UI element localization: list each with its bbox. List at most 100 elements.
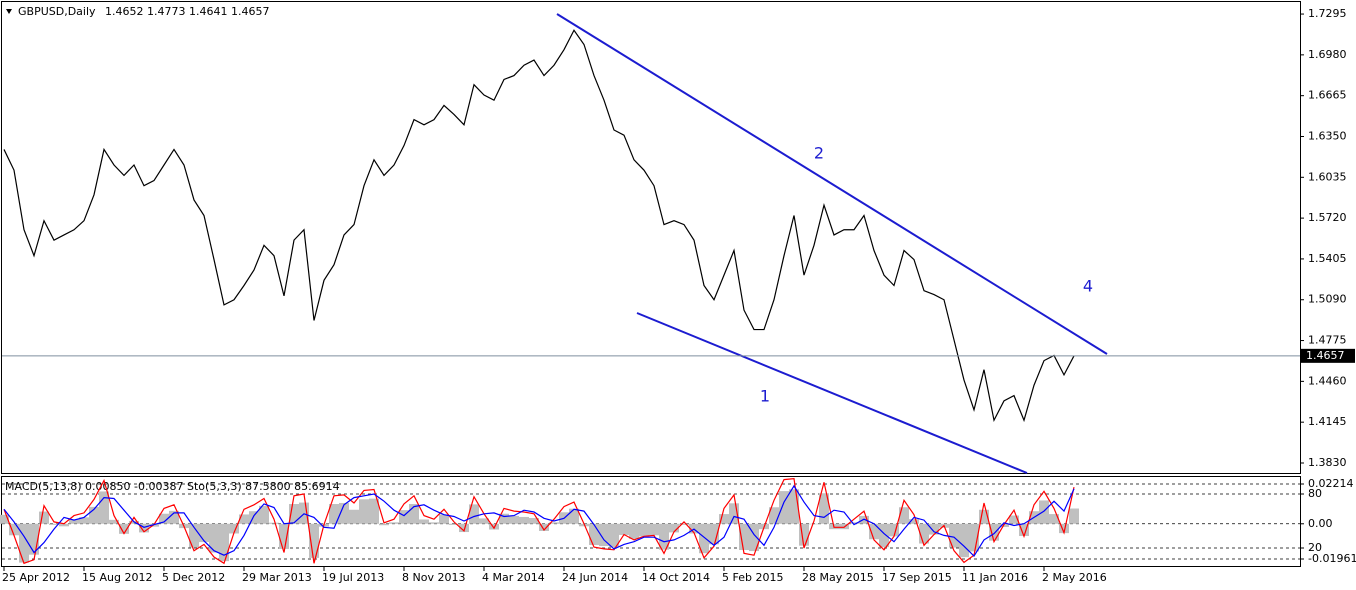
macd-bar <box>499 513 509 524</box>
macd-bar <box>1069 508 1079 524</box>
y-tick-label: 1.6035 <box>1308 170 1347 183</box>
x-tick-label: 28 May 2015 <box>802 571 874 584</box>
macd-bar <box>919 523 929 544</box>
macd-bar <box>1049 514 1059 524</box>
x-tick-label: 19 Jul 2013 <box>322 571 384 584</box>
macd-bar <box>69 519 79 524</box>
macd-bar <box>819 493 829 524</box>
annotation: 4 <box>1083 277 1093 296</box>
macd-bar <box>229 523 239 534</box>
macd-bar <box>529 518 539 524</box>
macd-bar <box>909 519 919 524</box>
macd-bar <box>779 491 789 524</box>
macd-bar <box>649 523 659 536</box>
ohlc: 1.4641 <box>189 5 228 18</box>
x-tick-label: 29 Mar 2013 <box>242 571 312 584</box>
macd-bar <box>49 523 59 525</box>
y-tick-label: 0.00 <box>1308 517 1333 530</box>
x-tick-label: 25 Apr 2012 <box>2 571 70 584</box>
macd-bar <box>39 511 49 524</box>
macd-bar <box>1009 515 1019 524</box>
macd-bar <box>929 523 939 535</box>
macd-bar <box>869 523 879 540</box>
annotation: 2 <box>814 144 824 163</box>
macd-bar <box>389 522 399 524</box>
indicator-value: -0.00387 <box>134 480 183 493</box>
macd-bar <box>719 514 729 524</box>
macd-bar <box>199 523 209 543</box>
macd-bar <box>99 491 109 524</box>
oscillator-line <box>3 478 1075 565</box>
y-tick-label: 1.5405 <box>1308 252 1347 265</box>
macd-bar <box>489 523 499 530</box>
macd-bar <box>789 489 799 524</box>
chart-header: GBPUSD,Daily 1.4652 1.4773 1.4641 1.4657 <box>18 5 270 18</box>
macd-bar <box>469 504 479 524</box>
macd-bar <box>509 515 519 524</box>
y-tick-label: 1.7295 <box>1308 7 1347 20</box>
macd-bar <box>809 523 819 525</box>
macd-bar <box>639 523 649 537</box>
macd-bar <box>439 514 449 524</box>
macd-bar <box>79 517 89 524</box>
macd-bar <box>429 522 439 524</box>
indicator-value: 87.5800 <box>245 480 291 493</box>
macd-bar <box>879 523 889 548</box>
y-tick-label: 1.6665 <box>1308 89 1347 102</box>
y-tick-label: 80 <box>1308 487 1322 500</box>
macd-bar <box>339 502 349 524</box>
x-tick-label: 4 Mar 2014 <box>482 571 545 584</box>
macd-bar <box>549 522 559 524</box>
macd-bar <box>899 507 909 524</box>
macd-bar <box>189 523 199 548</box>
macd-bar <box>699 523 709 554</box>
macd-bar <box>119 523 129 534</box>
macd-bar <box>889 523 899 537</box>
macd-bar <box>349 509 359 524</box>
indicator-header: MACD(5,13,8) 0.00850 -0.00387 Sto(5,3,3)… <box>5 480 340 493</box>
macd-bar <box>419 519 429 524</box>
macd-bar <box>669 523 679 533</box>
macd-bar <box>139 523 149 533</box>
macd-bar <box>219 523 229 562</box>
x-tick-label: 5 Feb 2015 <box>722 571 783 584</box>
macd-bar <box>959 523 969 558</box>
macd-bar <box>479 518 489 524</box>
y-tick-label: 1.4460 <box>1308 374 1347 387</box>
macd-bar <box>619 523 629 535</box>
macd-bar <box>459 523 469 533</box>
x-tick-label: 15 Aug 2012 <box>82 571 152 584</box>
macd-bar <box>969 523 979 552</box>
macd-bar <box>949 523 959 548</box>
x-tick-label: 8 Nov 2013 <box>402 571 465 584</box>
macd-bar <box>799 523 809 546</box>
macd-bar <box>0 514 9 524</box>
macd-bar <box>729 503 739 524</box>
macd-bar <box>329 504 339 524</box>
macd-bar <box>269 522 279 524</box>
macd-bar <box>169 510 179 524</box>
macd-bar <box>369 498 379 524</box>
macd-bar <box>1059 523 1069 534</box>
macd-bar <box>249 511 259 524</box>
annotation: 1 <box>760 387 770 406</box>
menu-arrow[interactable] <box>6 9 12 14</box>
y-tick-label: -0.01961 <box>1308 552 1356 565</box>
ohlc: 1.4657 <box>231 5 270 18</box>
macd-bar <box>679 523 689 525</box>
ohlc: 1.4773 <box>147 5 186 18</box>
y-tick-label: 1.3830 <box>1308 456 1347 469</box>
macd-bar <box>359 499 369 524</box>
macd-bar <box>109 519 119 524</box>
macd-bar <box>239 514 249 524</box>
price-line <box>3 29 1075 423</box>
macd-bar <box>629 523 639 539</box>
macd-bar <box>989 523 999 541</box>
indicator-value: 0.00850 <box>85 480 131 493</box>
macd-bar <box>159 513 169 524</box>
macd-bar <box>739 523 749 551</box>
macd-bar <box>279 523 289 549</box>
